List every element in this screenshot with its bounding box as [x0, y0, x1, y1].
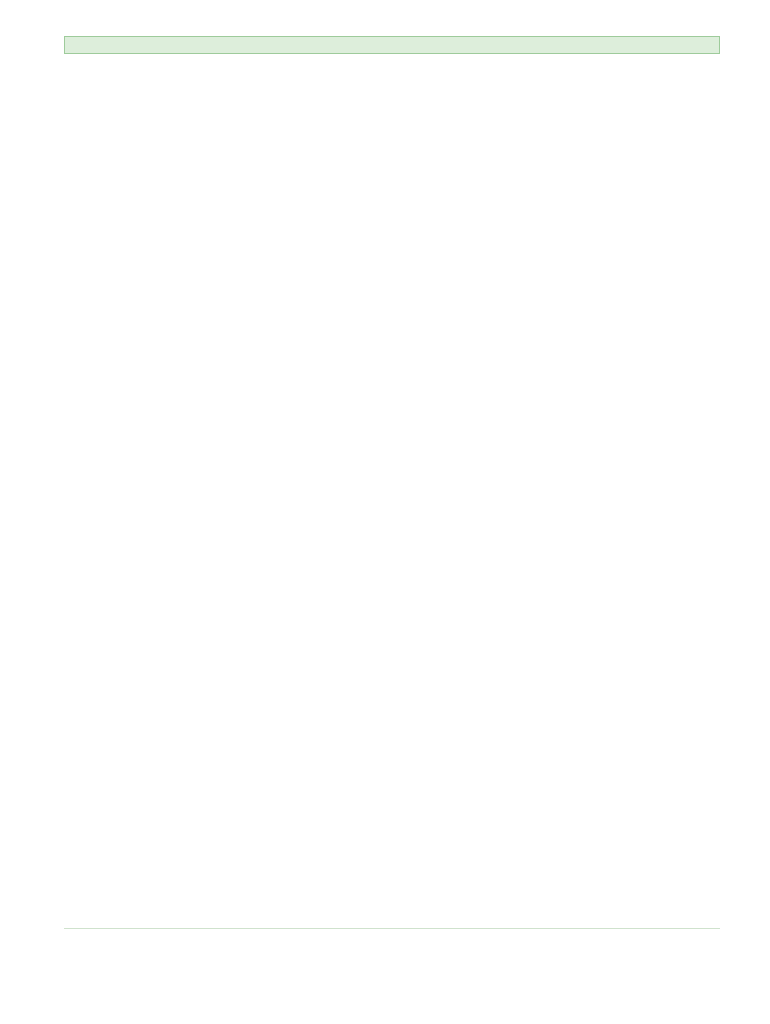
footer-divider: [64, 928, 720, 929]
borrower-name-bar[interactable]: [64, 36, 720, 54]
